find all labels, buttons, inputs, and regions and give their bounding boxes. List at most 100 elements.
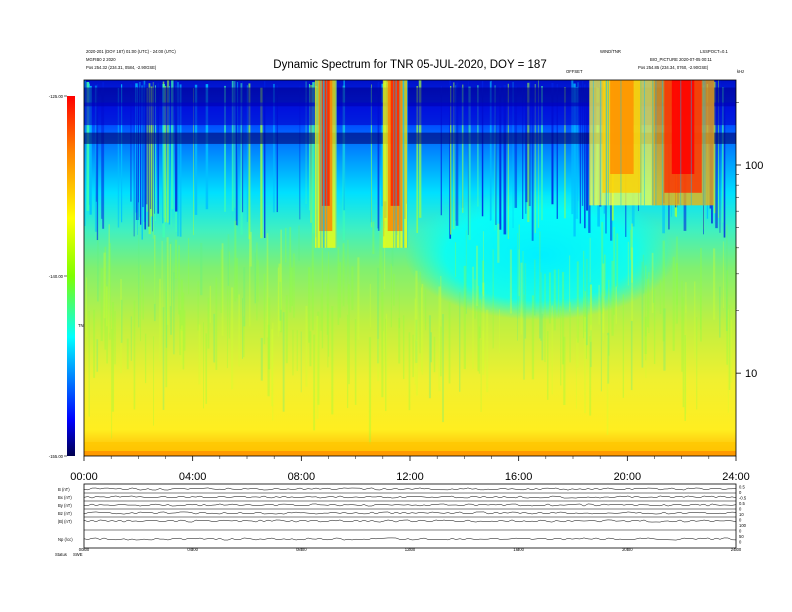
texture-streak [662, 240, 665, 342]
burst-gap [393, 80, 395, 248]
texture-streak [368, 337, 372, 445]
panel-label: |B| (nT) [58, 519, 72, 524]
texture-streak [482, 330, 485, 375]
texture-streak [659, 279, 662, 314]
streak [718, 80, 719, 218]
texture-streak [520, 262, 523, 335]
texture-streak [390, 263, 392, 328]
streak [494, 85, 496, 231]
texture-streak [228, 251, 230, 339]
burst-gap [335, 80, 337, 248]
streak [495, 87, 497, 225]
texture-streak [183, 310, 186, 351]
texture-streak [180, 329, 182, 371]
streak [154, 81, 156, 214]
panel-label: Np (/cc) [58, 537, 73, 542]
streak [166, 80, 170, 223]
burst-gap [600, 80, 602, 206]
texture-streak [242, 298, 243, 359]
texture-streak [518, 224, 520, 313]
texture-streak [268, 297, 271, 370]
texture-streak [316, 315, 319, 420]
streak [175, 80, 178, 212]
texture-streak [499, 309, 500, 354]
texture-streak [357, 257, 360, 340]
texture-streak [289, 226, 292, 313]
burst-peak [390, 80, 400, 206]
texture-streak [607, 332, 610, 384]
texture-streak [584, 317, 587, 414]
texture-streak [589, 336, 592, 416]
texture-streak [272, 322, 274, 421]
streak [88, 83, 90, 205]
burst-gap [643, 80, 645, 206]
texture-streak [523, 294, 525, 380]
texture-streak [236, 257, 238, 299]
streak [231, 80, 234, 212]
dark-band [84, 132, 736, 144]
texture-streak [585, 258, 588, 346]
texture-streak [539, 231, 541, 339]
texture-streak [169, 244, 172, 307]
header-left-line3: Pos 254.32 (234.31, 0584, -2.90GSE) [86, 65, 157, 70]
time-tick-label: 04:00 [179, 471, 207, 483]
time-tick-label: 08:00 [288, 471, 316, 483]
bottom-band-dark [84, 451, 736, 456]
texture-streak [602, 308, 604, 342]
texture-streak [154, 234, 156, 304]
texture-streak [159, 278, 161, 362]
texture-streak [492, 249, 494, 349]
burst-gap [395, 80, 397, 248]
streak [150, 86, 154, 217]
texture-streak [85, 277, 88, 338]
texture-streak [282, 312, 285, 412]
texture-streak [162, 307, 165, 410]
panel-right-tick-label: 0 [739, 518, 742, 523]
texture-streak [414, 298, 416, 385]
texture-streak [561, 271, 565, 365]
texture-streak [327, 303, 329, 368]
texture-streak [590, 330, 592, 368]
texture-streak [684, 335, 686, 422]
texture-streak [203, 322, 204, 409]
streak [416, 86, 418, 234]
texture-streak [475, 245, 479, 307]
frequency-tick-label: 10 [745, 368, 757, 380]
panel-right-tick-label: 10 [739, 512, 744, 517]
texture-streak [541, 313, 544, 361]
texture-streak [290, 267, 293, 307]
texture-streak [630, 320, 633, 391]
streak [299, 85, 301, 220]
texture-streak [377, 267, 380, 364]
streak [418, 80, 422, 218]
texture-streak [608, 279, 610, 356]
texture-streak [100, 268, 103, 342]
burst-gap [322, 80, 324, 248]
texture-streak [642, 254, 645, 294]
texture-streak [725, 224, 728, 331]
header-right-label2: LSSPOCT=0.1 [700, 49, 728, 54]
texture-streak [384, 228, 386, 290]
panel-right-tick-label: 100 [739, 523, 747, 528]
texture-streak [681, 280, 683, 372]
texture-streak [111, 329, 113, 439]
streak [514, 86, 518, 208]
texture-streak [577, 306, 579, 368]
texture-streak [611, 260, 614, 336]
texture-streak [463, 265, 466, 370]
streak [528, 81, 531, 207]
burst-gap [680, 80, 682, 206]
streak [534, 84, 536, 234]
texture-streak [728, 304, 731, 390]
streak [468, 86, 471, 240]
streak [723, 86, 726, 238]
streak [503, 85, 507, 235]
texture-streak [477, 285, 479, 372]
texture-streak [385, 318, 387, 412]
streak [260, 87, 263, 239]
texture-streak [651, 252, 654, 314]
texture-streak [339, 261, 342, 318]
texture-streak [584, 291, 587, 332]
texture-streak [279, 281, 282, 321]
texture-streak [243, 267, 246, 327]
